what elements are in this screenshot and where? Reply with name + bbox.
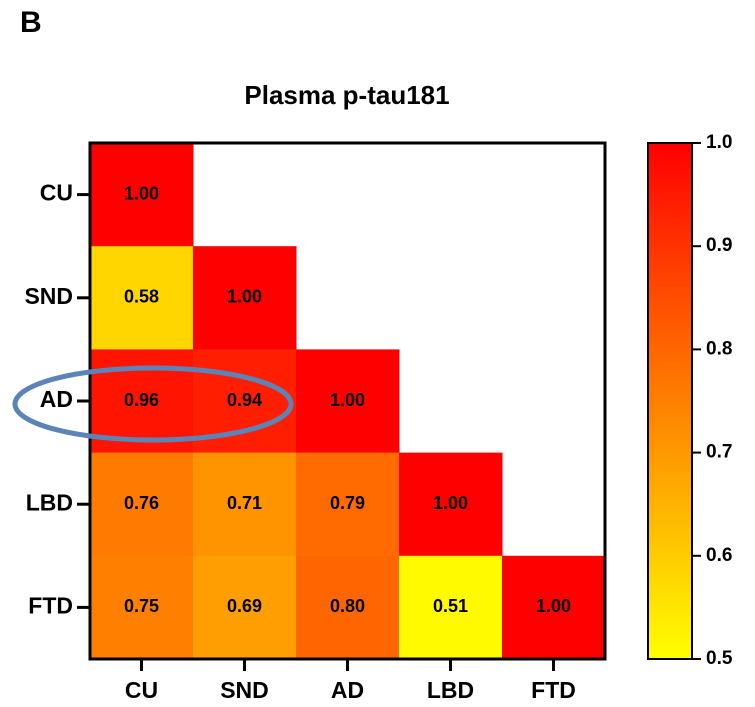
heatmap-cell [90, 452, 194, 557]
chart-title: Plasma p-tau181 [244, 80, 449, 110]
cell-label: 1.00 [124, 183, 159, 203]
colorbar-tick-label: 0.9 [706, 235, 732, 256]
heatmap-cell [296, 452, 400, 557]
colorbar-tick-label: 1.0 [706, 132, 732, 153]
panel-label: B [20, 6, 42, 39]
cell-label: 0.94 [227, 390, 262, 410]
heatmap-cell [90, 555, 194, 660]
colorbar-tick-label: 0.6 [706, 545, 732, 566]
colorbar [647, 142, 693, 660]
colorbar-tick-label: 0.7 [706, 442, 732, 463]
heatmap-cell [90, 143, 194, 247]
cell-label: 1.00 [536, 596, 571, 616]
cell-label: 0.76 [124, 493, 159, 513]
highlight-ellipse [12, 365, 294, 443]
colorbar-tick-label: 0.5 [706, 648, 733, 669]
cell-label: 0.71 [227, 493, 262, 513]
y-tick-label: AD [40, 386, 73, 412]
heatmap-cell [399, 555, 503, 660]
cell-label: 0.75 [124, 596, 159, 616]
x-tick-label: FTD [531, 677, 576, 703]
heatmap-cell [193, 452, 297, 557]
heatmap-cell [296, 349, 400, 454]
cell-label: 0.79 [330, 493, 365, 513]
cell-label: 0.58 [124, 287, 159, 307]
heatmap-cell [193, 246, 297, 350]
x-tick-label: SND [220, 677, 269, 703]
y-tick-label: SND [24, 283, 73, 309]
y-tick-label: CU [40, 180, 73, 206]
colorbar-tick-label: 0.8 [706, 338, 732, 359]
y-tick-label: LBD [26, 489, 73, 515]
y-tick-label: FTD [28, 592, 73, 618]
cell-label: 0.80 [330, 596, 365, 616]
heatmap-cell [193, 555, 297, 660]
x-tick-label: CU [125, 677, 158, 703]
heatmap-cell [399, 452, 503, 557]
cell-label: 1.00 [433, 493, 468, 513]
cell-label: 1.00 [227, 287, 262, 307]
x-tick-label: LBD [427, 677, 474, 703]
heatmap-cell [296, 555, 400, 660]
heatmap-cell [502, 555, 606, 660]
cell-label: 1.00 [330, 390, 365, 410]
x-tick-label: AD [331, 677, 364, 703]
cell-label: 0.96 [124, 390, 159, 410]
heatmap-cell [90, 246, 194, 350]
cell-label: 0.51 [433, 596, 468, 616]
cell-label: 0.69 [227, 596, 262, 616]
